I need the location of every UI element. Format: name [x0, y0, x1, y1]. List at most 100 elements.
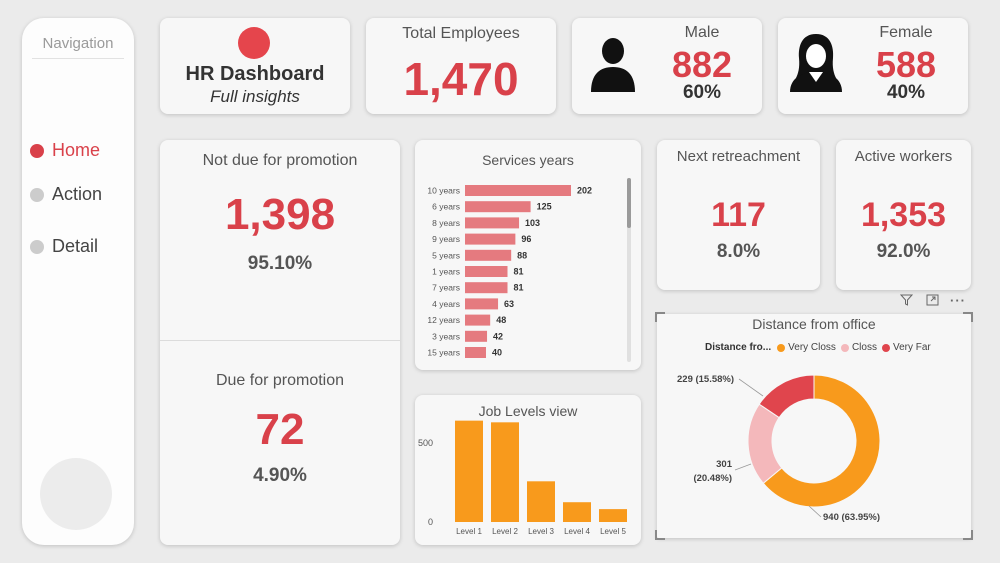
female-card: Female 588 40%: [778, 18, 968, 114]
services-years-data-label: 48: [496, 315, 506, 325]
navigation-divider: [32, 58, 124, 59]
distance-donut-chart: 229 (15.58%) 301 (20.48%) 940 (63.95%): [677, 374, 881, 523]
female-label: Female: [879, 24, 933, 41]
services-years-data-label: 81: [514, 267, 524, 277]
services-years-scrollbar[interactable]: [627, 178, 631, 362]
job-levels-bar[interactable]: [599, 509, 627, 522]
not-due-promotion-percent: 95.10%: [247, 253, 313, 274]
services-years-data-label: 202: [577, 186, 592, 196]
donut-data-label: (20.48%): [693, 473, 732, 484]
visual-header-toolbar: ···: [896, 292, 968, 308]
donut-data-label: 940 (63.95%): [823, 512, 880, 523]
female-percent: 40%: [886, 82, 926, 103]
job-levels-bar[interactable]: [527, 481, 555, 522]
legend-label: Closs: [851, 342, 877, 353]
services-years-data-label: 103: [525, 218, 540, 228]
nav-item-home[interactable]: Home: [30, 140, 100, 161]
selection-corner: [963, 312, 973, 322]
services-years-bar[interactable]: [465, 217, 520, 229]
next-retreachment-percent: 8.0%: [716, 241, 761, 262]
services-years-data-label: 88: [517, 250, 527, 260]
job-levels-x-tick: Level 1: [456, 527, 482, 536]
legend-dot-icon: [777, 343, 786, 352]
services-years-bar[interactable]: [465, 249, 512, 261]
nav-dot-icon: [30, 143, 44, 158]
job-levels-card[interactable]: Job Levels view 500 0 Level 1 Level 2 Level …: [415, 395, 641, 545]
services-years-tick-label: 12 years: [427, 315, 460, 325]
services-years-tick-label: 6 years: [432, 202, 460, 212]
legend-dot-icon: [840, 343, 849, 352]
nav-item-label: Detail: [52, 236, 99, 256]
job-levels-x-tick: Level 2: [492, 527, 518, 536]
services-years-bar[interactable]: [465, 298, 499, 310]
services-years-bar[interactable]: [465, 330, 488, 342]
services-years-data-label: 63: [504, 299, 514, 309]
services-years-tick-label: 7 years: [432, 283, 460, 293]
logo-icon: [238, 27, 270, 59]
job-levels-bar[interactable]: [563, 502, 591, 522]
selection-corner: [963, 530, 973, 540]
legend-item-closs[interactable]: Closs: [840, 342, 877, 353]
services-years-bar[interactable]: [465, 347, 486, 358]
not-due-promotion-label: Not due for promotion: [202, 152, 358, 169]
services-years-bar[interactable]: [465, 233, 516, 245]
nav-item-label: Action: [52, 184, 103, 204]
nav-item-detail[interactable]: Detail: [30, 236, 98, 257]
active-workers-value: 1,353: [860, 196, 947, 234]
services-years-data-label: 81: [514, 283, 524, 293]
male-card: Male 882 60%: [572, 18, 762, 114]
services-years-bar[interactable]: [465, 314, 491, 326]
legend-item-very-far[interactable]: Very Far: [881, 342, 931, 353]
next-retreachment-card: Next retreachment 117 8.0%: [657, 140, 820, 290]
legend-label: Very Far: [892, 342, 931, 353]
nav-item-label: Home: [52, 140, 101, 160]
filter-icon[interactable]: [896, 292, 916, 308]
navigation-panel: Navigation Home Action Detail: [22, 18, 134, 545]
services-years-bar[interactable]: [465, 282, 508, 294]
donut-leader-line: [808, 505, 822, 518]
navigation-title: Navigation: [42, 35, 114, 52]
job-levels-y-tick: 500: [418, 438, 433, 448]
services-years-bar[interactable]: [465, 201, 531, 213]
job-levels-x-tick: Level 4: [564, 527, 590, 536]
legend-dot-icon: [881, 343, 890, 352]
more-options-icon[interactable]: ···: [950, 292, 966, 308]
header-card: HR Dashboard Full insights: [160, 18, 350, 114]
distance-legend: Distance fro... Very Closs Closs Very Fa…: [705, 342, 936, 353]
job-levels-bar[interactable]: [491, 422, 519, 522]
services-years-tick-label: 9 years: [432, 234, 460, 244]
nav-circle-button[interactable]: [40, 458, 112, 530]
job-levels-chart: 500 0 Level 1 Level 2 Level 3 Level 4 Level 5: [418, 420, 627, 536]
nav-item-action[interactable]: Action: [30, 184, 102, 205]
next-retreachment-value: 117: [711, 196, 766, 234]
promotion-card: Not due for promotion 1,398 95.10% Due f…: [160, 140, 400, 545]
services-years-bar[interactable]: [465, 266, 508, 277]
services-years-chart: 10 years 202 6 years 125 8 years 103 9 years 96…: [427, 185, 592, 358]
donut-slice[interactable]: [758, 374, 815, 419]
active-workers-label: Active workers: [854, 148, 953, 165]
donut-slice[interactable]: [762, 374, 881, 508]
total-employees-label: Total Employees: [402, 25, 520, 42]
services-years-tick-label: 1 years: [432, 267, 460, 277]
services-years-title: Services years: [482, 152, 574, 168]
legend-item-very-closs[interactable]: Very Closs: [777, 342, 836, 353]
focus-mode-icon[interactable]: [922, 292, 942, 308]
services-years-bar[interactable]: [465, 185, 571, 196]
distance-from-office-card[interactable]: Distance from office Distance fro... Ver…: [655, 312, 973, 540]
legend-title: Distance fro...: [705, 342, 772, 353]
total-employees-card: Total Employees 1,470: [366, 18, 556, 114]
female-user-icon: [790, 34, 842, 92]
male-percent: 60%: [682, 82, 722, 103]
male-user-icon: [591, 38, 635, 92]
donut-leader-line: [738, 378, 764, 397]
services-years-tick-label: 15 years: [427, 348, 460, 358]
services-years-card[interactable]: Services years 10 years 202 6 years 125 8 ye…: [415, 140, 641, 370]
selection-corner: [655, 312, 665, 322]
scrollbar-thumb[interactable]: [627, 178, 631, 228]
active-workers-card: Active workers 1,353 92.0%: [836, 140, 971, 290]
male-label: Male: [684, 24, 720, 41]
job-levels-bar[interactable]: [455, 420, 483, 522]
donut-leader-line: [734, 463, 752, 471]
job-levels-x-tick: Level 3: [528, 527, 554, 536]
active-workers-percent: 92.0%: [876, 241, 931, 262]
